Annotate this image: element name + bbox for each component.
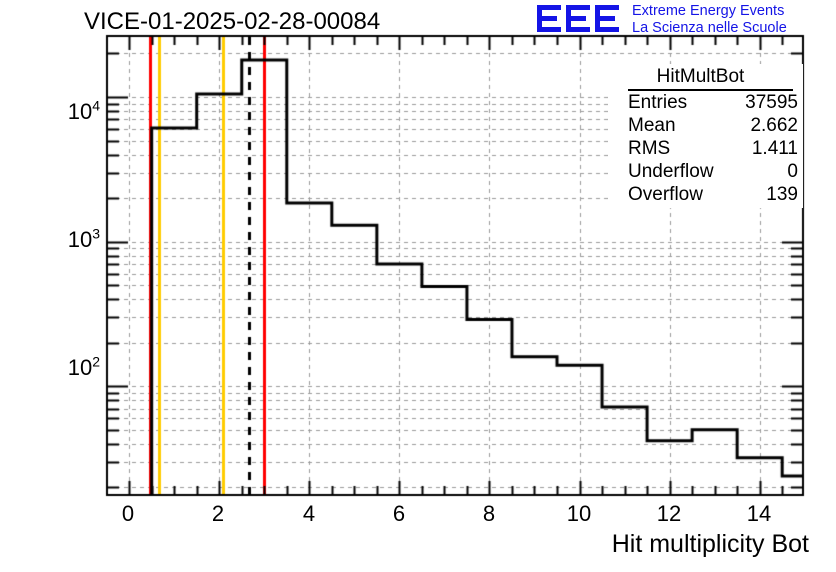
eee-logo-line2: La Scienza nelle Scuole — [632, 20, 787, 36]
x-axis-tick-label: 0 — [121, 501, 135, 526]
eee-logo: Extreme Energy Events La Scienza nelle S… — [536, 2, 832, 40]
x-axis-tick-label: 12 — [656, 501, 682, 526]
x-axis-tick-label: 14 — [746, 501, 772, 526]
stats-row: Mean 2.662 — [628, 114, 798, 137]
stats-row: Underflow 0 — [628, 160, 798, 183]
stats-value: 1.411 — [751, 138, 798, 159]
y-axis-tick-exponent: 4 — [92, 97, 100, 114]
stats-key: Overflow — [628, 184, 703, 205]
stats-key: Mean — [628, 115, 676, 136]
eee-logo-line1: Extreme Energy Events — [632, 3, 785, 19]
stats-row: Overflow 139 — [628, 183, 798, 206]
page-title: VICE-01-2025-02-28-00084 — [84, 8, 381, 35]
y-axis-tick-exponent: 2 — [92, 353, 100, 370]
x-axis-tick-label: 10 — [566, 501, 592, 526]
stats-title: HitMultBot — [656, 66, 745, 87]
stats-divider — [628, 89, 793, 91]
stats-value: 2.662 — [750, 115, 798, 136]
eee-letters-icon — [537, 5, 619, 32]
stats-value: 37595 — [745, 92, 798, 113]
stats-key: Underflow — [628, 161, 714, 182]
stats-key: RMS — [628, 138, 671, 159]
y-axis-tick-label: 103 — [67, 225, 100, 252]
y-axis-tick-label: 102 — [67, 353, 100, 380]
stats-value: 0 — [787, 161, 798, 182]
x-axis-tick-label: 2 — [211, 501, 225, 526]
stats-row: RMS 1.411 — [628, 137, 798, 160]
stats-box: HitMultBot Entries 37595 Mean 2.662 RMS … — [608, 64, 803, 208]
y-axis-tick-label: 104 — [67, 97, 100, 124]
stats-key: Entries — [628, 92, 688, 113]
x-axis-tick-label: 8 — [482, 501, 496, 526]
x-axis-tick-label: 4 — [302, 501, 316, 526]
stats-value: 139 — [766, 184, 798, 205]
x-axis-tick-label: 6 — [392, 501, 406, 526]
x-axis-title: Hit multiplicity Bot — [611, 530, 809, 558]
y-axis-tick-exponent: 3 — [92, 225, 100, 242]
stats-row: Entries 37595 — [628, 91, 798, 114]
